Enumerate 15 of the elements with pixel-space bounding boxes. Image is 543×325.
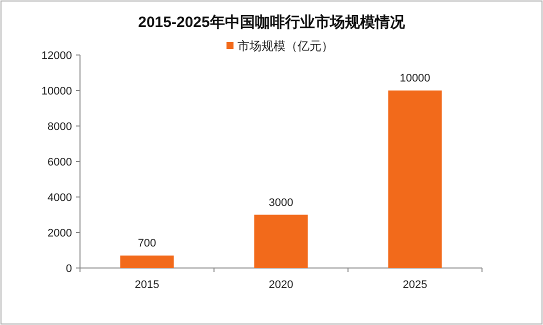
y-tick-label: 8000 <box>48 121 72 133</box>
x-tick-label: 2015 <box>134 279 160 291</box>
data-label: 3000 <box>268 196 294 209</box>
y-tick-label: 12000 <box>41 50 72 62</box>
y-tick-label: 2000 <box>48 228 72 240</box>
title: 2015-2025年中国咖啡行业市场规模情况 <box>138 14 405 31</box>
data-label: 10000 <box>400 72 430 84</box>
y-tick-label: 0 <box>66 263 72 275</box>
y-tick-label: 10000 <box>41 86 72 98</box>
x-tick-label: 2020 <box>268 279 294 291</box>
y-tick-label: 6000 <box>48 156 72 168</box>
y-tick-label: 4000 <box>48 192 72 204</box>
data-label: 700 <box>138 238 156 250</box>
legend-label: 市场规模（亿元） <box>238 39 334 53</box>
x-tick-label: 2025 <box>402 279 428 291</box>
